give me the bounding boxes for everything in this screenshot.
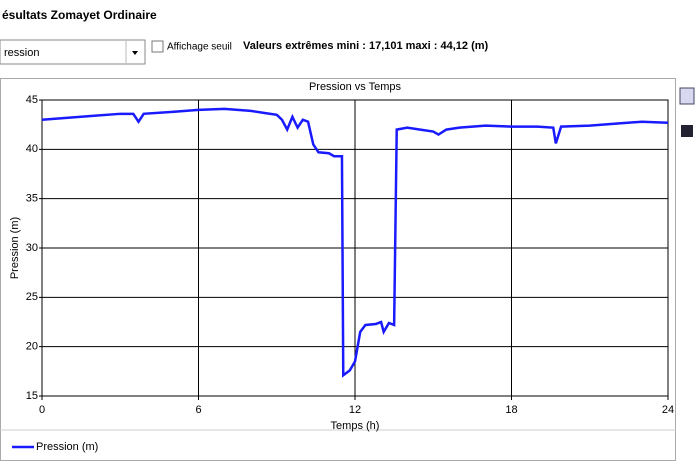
y-tick-label: 40	[26, 143, 38, 155]
save-icon[interactable]	[681, 125, 693, 137]
checkbox[interactable]	[151, 40, 164, 53]
extremes: Valeurs extrêmes mini : 17,101 maxi : 44…	[243, 40, 489, 52]
y-tick-label: 25	[26, 291, 38, 303]
dropdown-arrow	[132, 51, 138, 55]
y-tick-label: 35	[26, 193, 38, 205]
x-axis-label: Temps (h)	[331, 420, 380, 432]
y-tick-label: 45	[26, 94, 38, 106]
print-icon[interactable]	[679, 87, 695, 105]
chart-title: Pression vs Temps	[309, 81, 402, 93]
checkbox-label: Affichage seuil	[167, 42, 232, 53]
y-tick-label: 20	[26, 341, 38, 353]
window-title: ésultats Zomayet Ordinaire	[2, 8, 157, 22]
y-tick-label: 15	[26, 390, 38, 402]
x-tick-label: 0	[39, 404, 45, 416]
x-tick-label: 6	[195, 404, 201, 416]
x-tick-label: 12	[349, 404, 361, 416]
data-line	[41, 107, 669, 378]
y-axis-label: Pression (m)	[9, 217, 21, 279]
y-tick-label: 30	[26, 242, 38, 254]
dropdown[interactable]	[0, 39, 146, 65]
dropdown-value: ression	[4, 47, 39, 59]
x-tick-label: 24	[662, 404, 674, 416]
x-tick-label: 18	[505, 404, 517, 416]
legend-label: Pression (m)	[36, 441, 98, 453]
